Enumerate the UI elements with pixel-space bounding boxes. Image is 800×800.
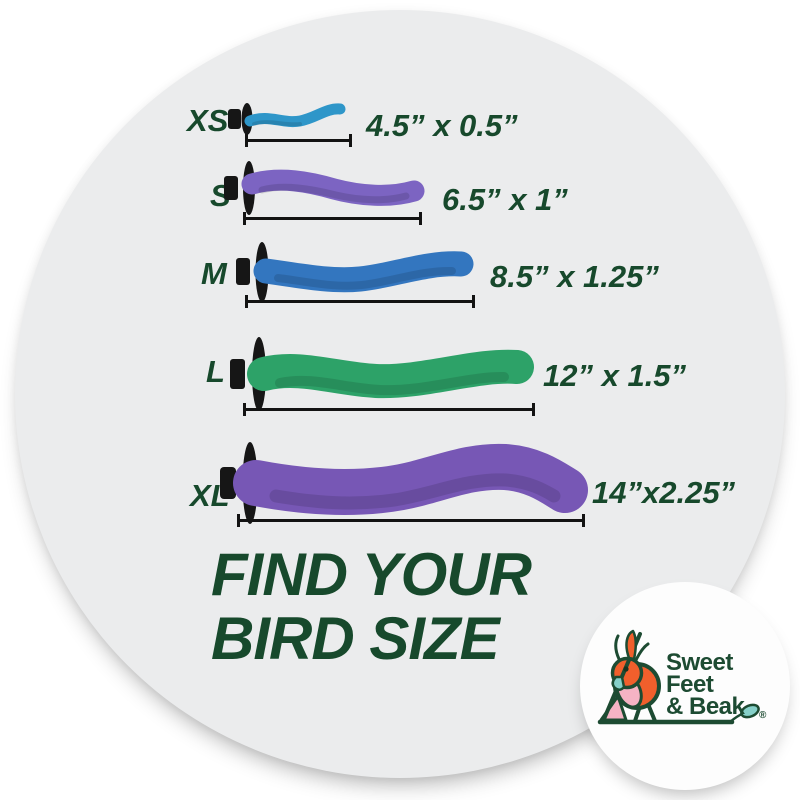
tick xyxy=(472,295,475,308)
mount-nut-icon xyxy=(236,258,250,285)
perch-graphic-s xyxy=(224,161,425,215)
brand-name: Sweet Feet & Beak xyxy=(666,649,745,720)
tick xyxy=(243,403,246,416)
bird-leg xyxy=(646,702,657,723)
measure-line-m xyxy=(245,295,475,308)
mount-nut-icon xyxy=(228,109,241,129)
measure-line-s xyxy=(243,212,422,225)
tick xyxy=(349,134,352,147)
headline-line2: BIRD SIZE xyxy=(211,605,500,672)
crest-feather xyxy=(634,642,650,662)
registered-trademark-symbol: ® xyxy=(759,710,767,721)
perch-shading xyxy=(275,371,509,396)
perch-shading xyxy=(269,473,561,510)
leaf-icon xyxy=(740,703,760,719)
perch-shading xyxy=(258,183,410,204)
size-label-m: M xyxy=(201,256,227,291)
perch-tube-m xyxy=(253,251,474,293)
perch-graphic-xl xyxy=(220,442,588,524)
dimension-label-s: 6.5” x 1” xyxy=(442,182,568,217)
brand-logo-badge: Sweet Feet & Beak ® xyxy=(580,582,790,790)
tick xyxy=(237,514,240,527)
cockatoo-bird-icon xyxy=(597,629,760,725)
tick xyxy=(532,403,535,416)
brand-name-line2: Feet xyxy=(666,671,714,698)
brand-name-line3: & Beak xyxy=(666,693,745,720)
headline-line1: FIND YOUR xyxy=(211,541,532,608)
tick xyxy=(245,134,248,147)
dimension-label-xs: 4.5” x 0.5” xyxy=(366,108,518,143)
mount-nut-icon xyxy=(224,176,238,200)
tick xyxy=(245,295,248,308)
bird-beak xyxy=(611,675,626,691)
tick xyxy=(243,212,246,225)
perch-graphic-xs xyxy=(228,103,346,135)
crest-feather xyxy=(625,629,637,661)
perch-tube-xs xyxy=(244,103,346,128)
measure-line-xs xyxy=(245,134,352,147)
measure-line-xl xyxy=(237,514,585,527)
crest-feather xyxy=(614,634,621,661)
dimension-label-m: 8.5” x 1.25” xyxy=(490,259,659,294)
size-label-l: L xyxy=(206,354,225,389)
perch-tube-l xyxy=(247,349,534,399)
mount-nut-icon xyxy=(220,467,236,499)
perch-shading xyxy=(274,266,456,290)
bird-eye xyxy=(623,666,629,672)
tick xyxy=(419,212,422,225)
size-label-xs: XS xyxy=(187,103,229,138)
perch-graphic-m xyxy=(236,242,474,302)
perch-shading xyxy=(252,120,302,127)
dimension-label-l: 12” x 1.5” xyxy=(543,358,687,393)
perch-tube-xl xyxy=(233,443,588,515)
perch-tube-s xyxy=(241,169,425,206)
perch-graphic-l xyxy=(230,337,534,411)
dimension-label-xl: 14”x2.25” xyxy=(592,475,736,510)
brand-name-line1: Sweet xyxy=(666,649,733,676)
measure-line-l xyxy=(243,403,535,416)
headline: FIND YOUR BIRD SIZE xyxy=(211,541,532,672)
mount-nut-icon xyxy=(230,359,245,389)
tick xyxy=(582,514,585,527)
